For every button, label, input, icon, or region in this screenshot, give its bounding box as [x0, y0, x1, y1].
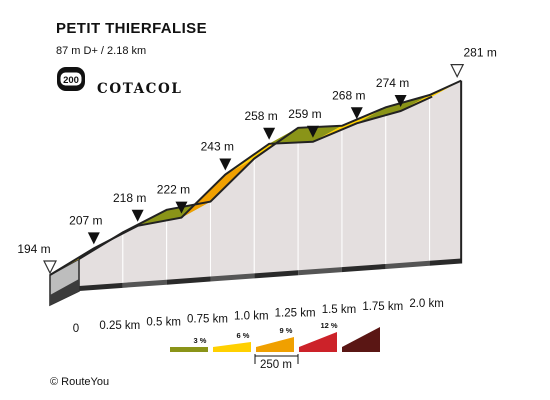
- profile-base-strip: [385, 260, 430, 269]
- elevation-marker-icon: [306, 125, 319, 138]
- profile-base-strip: [254, 270, 299, 279]
- elevation-marker-icon: [263, 127, 276, 140]
- start-end-marker-icon: [450, 64, 465, 78]
- legend: 3 % 6 % 9 % 12 % 250 m: [170, 321, 380, 371]
- profile-back-edge: [78, 79, 462, 260]
- profile-walls: [78, 79, 462, 291]
- profile-wall-section: [341, 106, 387, 271]
- legend-grade-0-3: [170, 347, 208, 352]
- legend-label: 6 %: [237, 331, 250, 340]
- profile-wall-section: [297, 125, 343, 274]
- x-tick-label: 1.25 km: [275, 307, 316, 319]
- x-tick-label: 1.75 km: [362, 301, 403, 313]
- profile-start-base: [50, 279, 79, 305]
- elevation-markers: 194 m 207 m 218 m 222 m 243 m 258 m 259 m 268 m…: [17, 46, 497, 275]
- elevation-label: 218 m: [113, 191, 146, 205]
- elevation-marker-icon: [87, 232, 100, 245]
- x-tick-label: 1.5 km: [322, 304, 357, 316]
- copyright-footer: © RouteYou: [50, 376, 110, 388]
- profile-base-strip: [429, 258, 462, 266]
- legend-grade-9-12: [299, 332, 337, 352]
- legend-grade-6-9: [256, 337, 294, 352]
- scale-bar-label: 250 m: [260, 359, 292, 371]
- profile-base-strip: [210, 273, 255, 282]
- x-tick-label: 0: [73, 323, 79, 335]
- x-tick-label: 0.75 km: [187, 314, 228, 326]
- elevation-marker-icon: [131, 209, 144, 222]
- profile-segment-0-3: [269, 125, 342, 144]
- profile-wall-section: [429, 79, 462, 265]
- x-tick-label: 0.25 km: [99, 320, 140, 332]
- elevation-marker-icon: [394, 95, 407, 107]
- legend-label: 12 %: [320, 321, 337, 330]
- elevation-label: 259 m: [288, 107, 321, 121]
- profile-base-strip: [341, 263, 386, 273]
- climb-stats: 87 m D+ / 2.18 km: [56, 45, 147, 57]
- profile-base-strip: [298, 267, 342, 276]
- profile-base-strip: [79, 282, 123, 291]
- cotacol-badge-icon: 200: [57, 67, 85, 91]
- x-tick-label: 0.5 km: [146, 317, 181, 329]
- x-axis-ticks: 0 0.25 km 0.5 km 0.75 km 1.0 km 1.25 km 1.5 km…: [73, 298, 444, 335]
- profile-top: [49, 79, 463, 276]
- legend-grade-12+: [342, 327, 380, 352]
- profile-base-strip: [166, 276, 211, 285]
- elevation-label: 207 m: [69, 213, 102, 227]
- elevation-label: 281 m: [463, 46, 496, 60]
- cotacol-brand: COTACOL: [97, 81, 183, 97]
- elevation-label: 258 m: [244, 109, 277, 123]
- elevation-label: 194 m: [17, 242, 50, 256]
- profile-wall-section: [385, 94, 431, 268]
- elevation-marker-icon: [175, 201, 188, 214]
- elevation-marker-icon: [219, 158, 232, 171]
- legend-grade-3-6: [213, 342, 251, 352]
- badge-number: 200: [63, 75, 79, 86]
- x-tick-label: 2.0 km: [409, 298, 444, 310]
- profile-base-strip: [122, 279, 167, 288]
- start-end-marker-icon: [43, 260, 57, 275]
- elevation-label: 274 m: [376, 76, 409, 90]
- profile-wall-section: [78, 231, 124, 290]
- x-tick-label: 1.0 km: [234, 310, 269, 322]
- elevation-label: 268 m: [332, 88, 365, 102]
- profile-segment-0-3: [356, 95, 430, 124]
- legend-label: 9 %: [280, 326, 293, 335]
- elevation-marker-icon: [350, 107, 363, 120]
- climb-title: PETIT THIERFALISE: [56, 20, 207, 37]
- elevation-label: 222 m: [157, 183, 190, 197]
- elevation-label: 243 m: [201, 140, 234, 154]
- legend-label: 3 %: [194, 336, 207, 345]
